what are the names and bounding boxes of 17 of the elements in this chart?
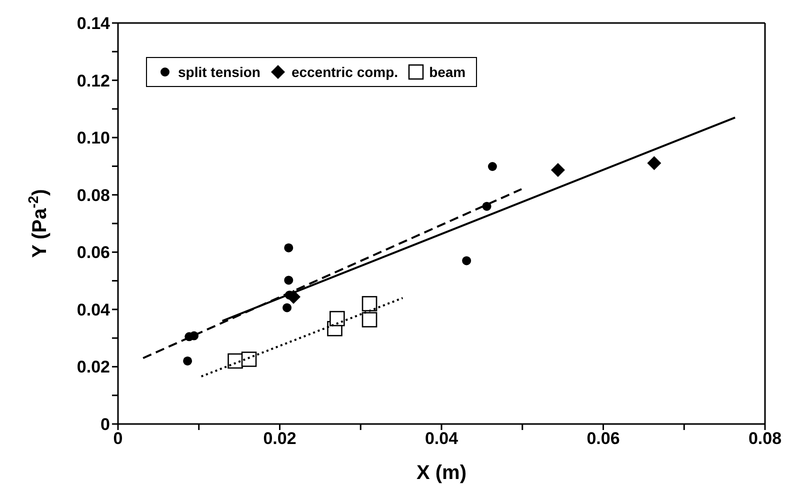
legend-label: eccentric comp.: [291, 64, 398, 80]
x-tick-label: 0.02: [263, 429, 296, 448]
y-tick-label: 0.04: [76, 300, 111, 320]
legend-label: beam: [429, 64, 466, 80]
x-tick-label: 0.06: [586, 429, 620, 448]
legend-label: split tension: [178, 64, 260, 80]
x-tick-label: 0: [113, 429, 123, 448]
y-tick-label: 0: [100, 415, 110, 434]
y-tick-label: 0.06: [76, 243, 110, 262]
y-tick-label: 0.02: [76, 358, 110, 377]
x-axis-title: X (m): [416, 462, 466, 484]
x-tick-label: 0.04: [424, 429, 459, 448]
y-tick-label: 0.08: [76, 186, 110, 205]
x-tick-label: 0.08: [748, 429, 782, 448]
y-tick-label: 0.14: [76, 14, 111, 34]
y-tick-label: 0.12: [76, 71, 110, 90]
y-tick-label: 0.10: [76, 128, 110, 148]
